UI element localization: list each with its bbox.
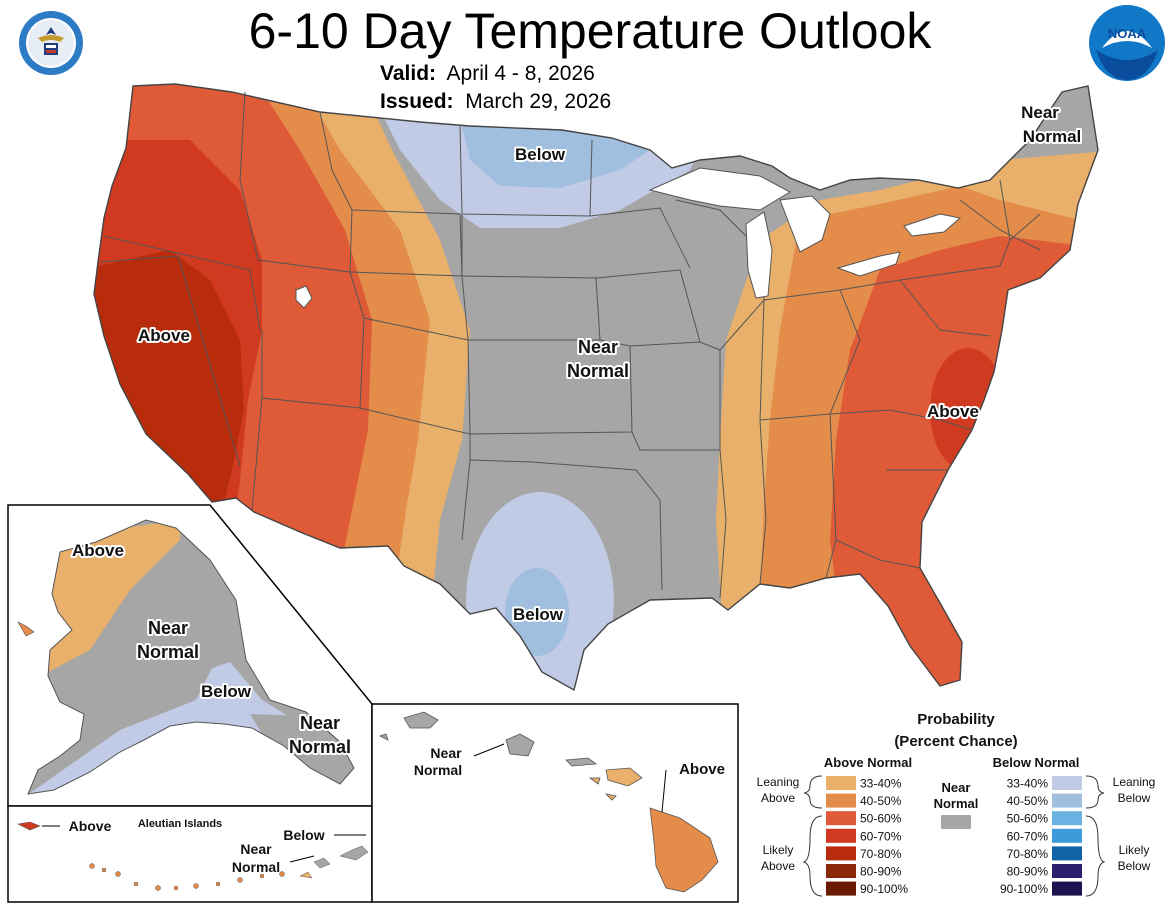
label-aleutian-islands: Aleutian Islands bbox=[138, 818, 222, 830]
legend-likely-above-line2: Above bbox=[761, 859, 795, 873]
label-conus-center-line2: Normal bbox=[567, 361, 629, 381]
legend-above-range-2: 50-60% bbox=[860, 812, 902, 826]
label-conus-west: Above bbox=[138, 326, 190, 345]
legend-below-range-6: 90-100% bbox=[1000, 882, 1048, 896]
legend-above-range-4: 70-80% bbox=[860, 847, 902, 861]
label-aleutians-mid-line2: Normal bbox=[232, 859, 280, 875]
legend-below-range-3: 60-70% bbox=[1007, 829, 1049, 843]
aleutian-island-chain bbox=[299, 845, 369, 879]
legend-below-swatch-2 bbox=[1052, 811, 1082, 826]
legend-above-swatch-0 bbox=[826, 776, 856, 790]
legend-leaning-below-line1: Leaning bbox=[1113, 775, 1156, 789]
label-conus-southeast: Above bbox=[927, 402, 979, 421]
valid-label: Valid: bbox=[380, 62, 437, 85]
noaa-logo-icon: NOAA bbox=[1089, 5, 1165, 81]
issued-value: March 29, 2026 bbox=[465, 90, 612, 113]
aleutian-western-islands bbox=[89, 863, 285, 891]
label-conus-texas: Below bbox=[513, 605, 564, 624]
label-alaska-panhandle-line1: Near bbox=[300, 713, 340, 733]
issued-label: Issued: bbox=[380, 90, 454, 113]
legend-below-swatch-1 bbox=[1052, 793, 1082, 808]
label-alaska-center-line1: Near bbox=[148, 618, 188, 638]
label-alaska-south: Below bbox=[201, 682, 252, 701]
legend-below-swatch-3 bbox=[1052, 828, 1082, 843]
label-conus-northeast-line2: Normal bbox=[1023, 127, 1082, 146]
legend-below-range-0: 33-40% bbox=[1007, 777, 1049, 791]
legend-above-swatch-1 bbox=[826, 793, 856, 808]
legend-above-rows: 33-40% 40-50% 50-60% 60-70% 70-80% 80-90% 90-1… bbox=[826, 776, 908, 896]
legend-braces bbox=[802, 775, 1106, 897]
legend-below-rows: 33-40% 40-50% 50-60% 60-70% 70-80% 80-90% 90-1… bbox=[1000, 776, 1082, 896]
label-hawaii-east: Above bbox=[679, 761, 725, 778]
legend-leaning-above-line2: Above bbox=[761, 791, 795, 805]
legend-likely-below-line1: Likely bbox=[1119, 843, 1150, 857]
legend-likely-above-line1: Likely bbox=[763, 843, 794, 857]
legend-above-swatch-3 bbox=[826, 828, 856, 843]
legend-above-swatch-6 bbox=[826, 881, 856, 896]
label-conus-center-line1: Near bbox=[578, 337, 618, 357]
label-conus-north: Below bbox=[515, 145, 566, 164]
legend-near-line1: Near bbox=[942, 780, 971, 795]
issued-line: Issued: March 29, 2026 bbox=[380, 90, 800, 114]
label-hawaii-west-line1: Near bbox=[430, 745, 462, 761]
valid-value: April 4 - 8, 2026 bbox=[446, 62, 595, 85]
legend-above-header: Above Normal bbox=[824, 755, 912, 770]
legend-above-swatch-2 bbox=[826, 811, 856, 826]
legend-above-range-6: 90-100% bbox=[860, 882, 908, 896]
page-title: 6-10 Day Temperature Outlook bbox=[248, 3, 932, 59]
label-alaska-panhandle-line2: Normal bbox=[289, 737, 351, 757]
commerce-seal-icon bbox=[19, 11, 83, 75]
noaa-logo-text: NOAA bbox=[1108, 26, 1147, 41]
alaska-inset: Above Near Normal Below Near Normal bbox=[7, 504, 373, 807]
aleutians-inset: Above Aleutian Islands Below Near Normal bbox=[7, 805, 373, 903]
legend-above-range-3: 60-70% bbox=[860, 829, 902, 843]
legend-below-swatch-0 bbox=[1052, 776, 1082, 790]
legend-below-swatch-5 bbox=[1052, 864, 1082, 878]
label-alaska-center-line2: Normal bbox=[137, 642, 199, 662]
label-alaska-north: Above bbox=[72, 541, 124, 560]
legend-below-header: Below Normal bbox=[993, 755, 1080, 770]
probability-legend: Probability (Percent Chance) Above Norma… bbox=[757, 711, 1156, 897]
legend-below-range-2: 50-60% bbox=[1007, 812, 1049, 826]
legend-below-swatch-6 bbox=[1052, 881, 1082, 896]
legend-near-line2: Normal bbox=[934, 796, 979, 811]
legend-leaning-below-line2: Below bbox=[1118, 791, 1151, 805]
legend-above-range-0: 33-40% bbox=[860, 777, 902, 791]
legend-below-range-1: 40-50% bbox=[1007, 794, 1049, 808]
conus-borders bbox=[93, 83, 1099, 692]
legend-above-range-1: 40-50% bbox=[860, 794, 902, 808]
legend-likely-below-line2: Below bbox=[1118, 859, 1151, 873]
legend-leaning-above-line1: Leaning bbox=[757, 775, 800, 789]
legend-title-line1: Probability bbox=[917, 711, 995, 728]
legend-below-range-5: 80-90% bbox=[1007, 865, 1049, 879]
great-lakes bbox=[648, 167, 962, 299]
valid-line: Valid: April 4 - 8, 2026 bbox=[380, 62, 800, 86]
legend-above-range-5: 80-90% bbox=[860, 865, 902, 879]
label-aleutians-west: Above bbox=[69, 818, 112, 834]
label-aleutians-east: Below bbox=[283, 827, 324, 843]
legend-near-swatch bbox=[941, 815, 971, 829]
label-hawaii-west-line2: Normal bbox=[414, 762, 462, 778]
legend-title-line2: (Percent Chance) bbox=[894, 733, 1017, 750]
label-conus-northeast-line1: Near bbox=[1021, 103, 1059, 122]
label-aleutians-mid-line1: Near bbox=[240, 841, 272, 857]
legend-above-swatch-4 bbox=[826, 846, 856, 861]
legend-below-range-4: 70-80% bbox=[1007, 847, 1049, 861]
legend-above-swatch-5 bbox=[826, 864, 856, 878]
legend-below-swatch-4 bbox=[1052, 846, 1082, 861]
hawaii-inset: Near Normal Above bbox=[371, 703, 739, 903]
